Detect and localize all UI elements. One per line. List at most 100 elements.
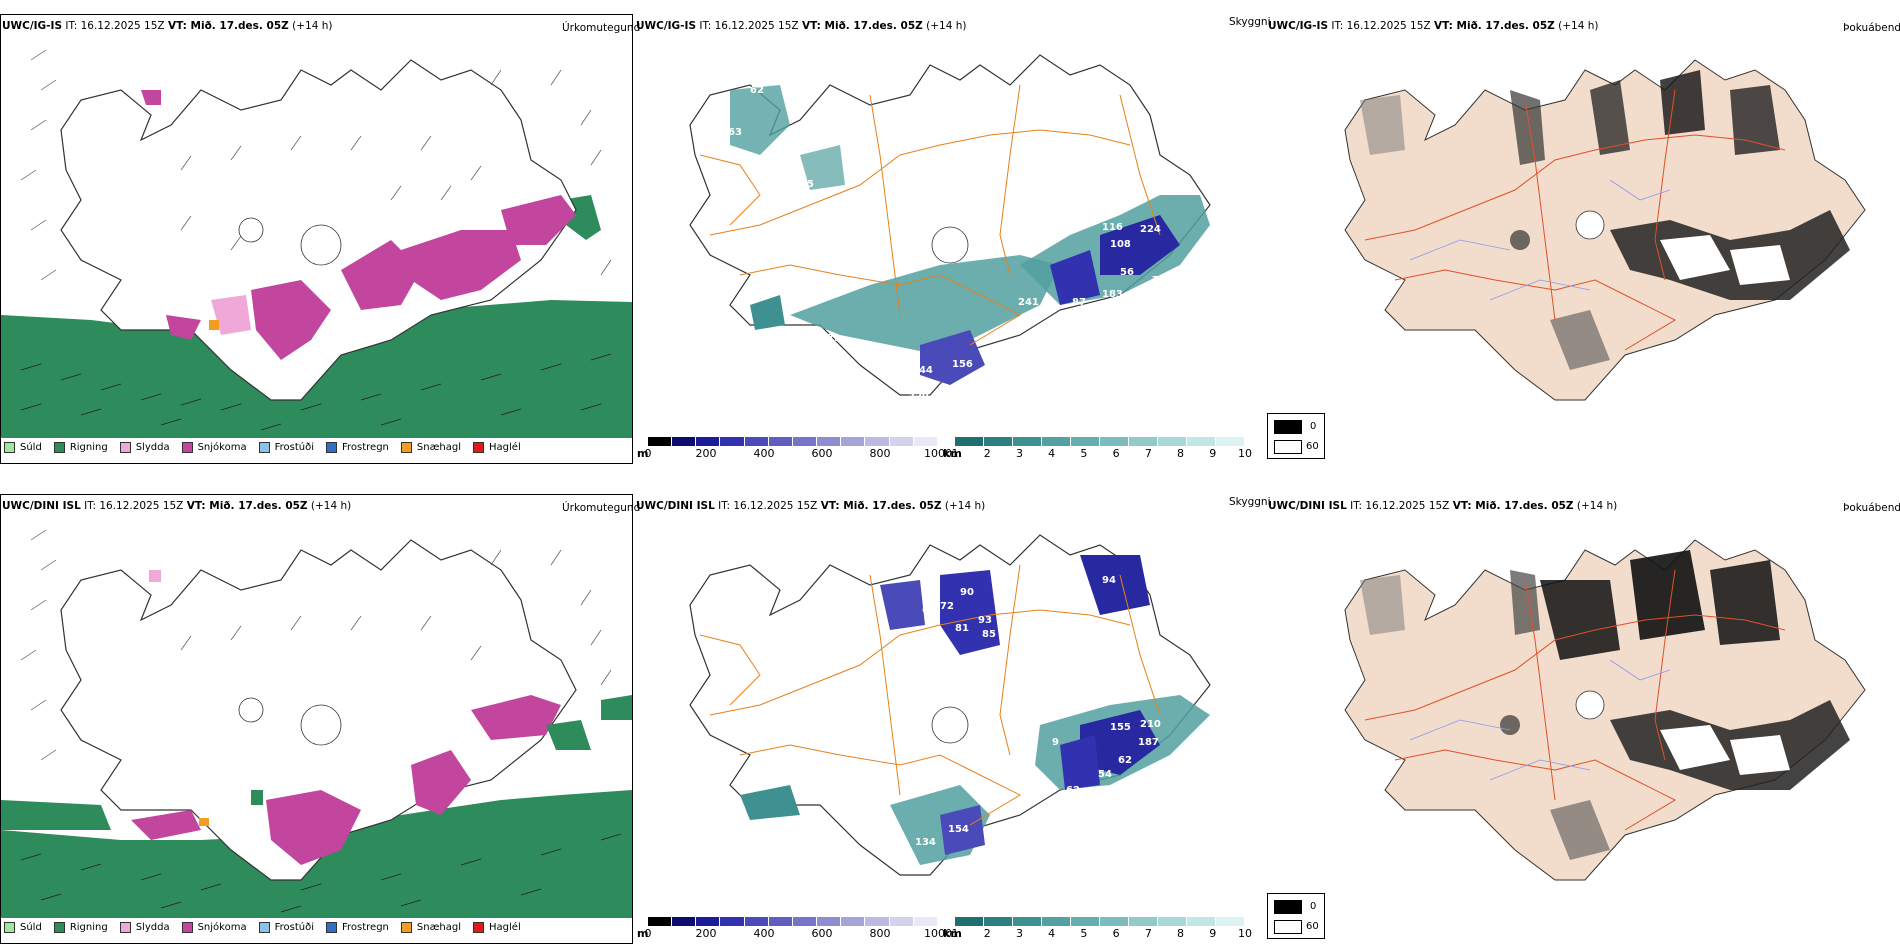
- legend-swatch-hail: [473, 441, 485, 453]
- visibility-value-label: 87: [1072, 297, 1086, 308]
- visibility-value-label: 76: [868, 267, 882, 278]
- fog-legend-label-0: 0: [1310, 901, 1317, 912]
- fog-legend-swatch-black: [1274, 420, 1302, 434]
- visibility-value-label: 187: [1138, 737, 1159, 748]
- colorbar-segment: [1100, 917, 1129, 926]
- precip-legend-item: Frostregn: [326, 921, 389, 933]
- colorbar-segment: [672, 437, 697, 446]
- colorbar-segment: [841, 917, 866, 926]
- visibility-value-label: 958: [908, 389, 929, 400]
- colorbar-segment: [913, 437, 938, 446]
- visibility-value-label: 144: [912, 365, 933, 376]
- fog-legend-label-60: 60: [1306, 921, 1319, 932]
- visibility-colorbar-dini-isl: [955, 917, 1245, 926]
- fog-legend-label-0: 0: [1310, 421, 1317, 432]
- precip-legend-item: Frostúði: [258, 441, 314, 453]
- visibility-value-label: 97: [1068, 329, 1082, 340]
- visibility-value-label: 241: [1018, 297, 1039, 308]
- colorbar-tick-label: 800: [869, 927, 891, 940]
- visibility-value-label: 90: [960, 587, 974, 598]
- legend-swatch-sleet: [119, 441, 131, 453]
- visibility-value-label: 85: [952, 387, 966, 398]
- visibility-value-label: 63: [728, 127, 742, 138]
- legend-swatch-rain: [53, 921, 65, 933]
- precip-legend-dini-isl: Súld Rigning Slydda Snjókoma Frostúði Fr…: [4, 918, 533, 936]
- colorbar-segment: [1013, 917, 1042, 926]
- visibility-value-label: 9: [1052, 737, 1059, 748]
- colorbar-segment: [648, 917, 673, 926]
- colorbar-tick-label: 800: [869, 447, 891, 460]
- visibility-value-label: 155: [1110, 722, 1131, 733]
- colorbar-segment: [792, 437, 818, 446]
- precip-legend-item: Súld: [4, 441, 42, 453]
- precip-legend-item: Haglél: [473, 921, 521, 933]
- visibility-value-label: 183: [1102, 289, 1123, 300]
- fog-map-ig-is: [1344, 59, 1866, 401]
- colorbar-segment: [913, 917, 938, 926]
- visibility-value-label: 72: [940, 601, 954, 612]
- colorbar-segment: [720, 437, 745, 446]
- colorbar-segment: [792, 917, 818, 926]
- visibility-unit-ig-is: km: [943, 447, 962, 460]
- precip-legend-item: Súld: [4, 921, 42, 933]
- precip-field-label-ig-is: Úrkomutegund: [562, 22, 641, 34]
- colorbar-tick-label: 8: [1177, 447, 1185, 460]
- precip-type-panel-dini-isl: [0, 494, 633, 944]
- precip-legend-item: Rigning: [53, 441, 108, 453]
- colorbar-segment: [1187, 917, 1216, 926]
- colorbar-segment: [889, 437, 914, 446]
- visibility-value-label: 116: [1102, 222, 1123, 233]
- colorbar-tick-label: 5: [1080, 447, 1088, 460]
- colorbar-tick-label: 0: [644, 927, 652, 940]
- visibility-colorbar-ticks-ig-is: 1 2 3 4 5 6 7 8 9 10: [952, 447, 1253, 461]
- precip-legend-item: Snæhagl: [400, 441, 461, 453]
- colorbar-segment: [720, 917, 745, 926]
- visibility-header-ig-is: UWC/IG-IS IT: 16.12.2025 15Z VT: Mið. 17…: [636, 20, 967, 32]
- visibility-value-label: 94: [1102, 575, 1116, 586]
- colorbar-segment: [1158, 917, 1187, 926]
- fog-legend-swatch-white: [1274, 920, 1302, 934]
- legend-swatch-snow-grains: [400, 921, 412, 933]
- colorbar-segment: [865, 917, 890, 926]
- colorbar-segment: [984, 917, 1013, 926]
- colorbar-tick-label: 4: [1048, 927, 1056, 940]
- visibility-value-label: 134: [915, 837, 936, 848]
- ceiling-colorbar-ticks-ig-is: 0 200 400 600 800 1000: [644, 447, 953, 461]
- precip-legend-ig-is: Súld Rigning Slydda Snjókoma Frostúði Fr…: [4, 438, 533, 456]
- visibility-value-label: 85: [982, 629, 996, 640]
- colorbar-segment: [1158, 437, 1187, 446]
- fog-legend-label-60: 60: [1306, 441, 1319, 452]
- visibility-value-label: 62: [1066, 785, 1080, 796]
- colorbar-segment: [1071, 917, 1100, 926]
- visibility-field-label-dini-isl: Skyggni: [1229, 496, 1271, 508]
- visibility-map-dini-isl: 94 72 90 65 93 81 85 9 155 210 187 62 54…: [689, 534, 1211, 878]
- colorbar-segment: [984, 437, 1013, 446]
- colorbar-segment: [865, 437, 890, 446]
- visibility-value-label: 105: [940, 867, 961, 878]
- colorbar-tick-label: 1: [951, 927, 959, 940]
- visibility-value-label: 62: [750, 85, 764, 96]
- colorbar-segment: [1216, 437, 1245, 446]
- colorbar-tick-label: 600: [811, 447, 833, 460]
- visibility-value-label: 56: [1120, 267, 1134, 278]
- fog-legend-swatch-black: [1274, 900, 1302, 914]
- visibility-field-label-ig-is: Skyggni: [1229, 16, 1271, 28]
- precip-header-ig-is: UWC/IG-IS IT: 16.12.2025 15Z VT: Mið. 17…: [2, 20, 333, 32]
- colorbar-tick-label: 200: [695, 927, 717, 940]
- colorbar-segment: [889, 917, 914, 926]
- colorbar-segment: [768, 917, 793, 926]
- precip-legend-item: Haglél: [473, 441, 521, 453]
- colorbar-tick-label: 6: [1112, 927, 1120, 940]
- visibility-value-label: 68: [708, 115, 722, 126]
- legend-swatch-freezing-drizzle: [258, 921, 270, 933]
- colorbar-tick-label: 0: [644, 447, 652, 460]
- colorbar-segment: [1187, 437, 1216, 446]
- visibility-value-label: 81: [955, 623, 969, 634]
- visibility-value-label: 156: [952, 359, 973, 370]
- colorbar-tick-label: 3: [1015, 927, 1023, 940]
- legend-swatch-drizzle: [4, 921, 15, 933]
- colorbar-segment: [648, 437, 673, 446]
- precip-legend-item: Snjókoma: [181, 441, 247, 453]
- colorbar-segment: [768, 437, 793, 446]
- legend-swatch-freezing-drizzle: [258, 441, 270, 453]
